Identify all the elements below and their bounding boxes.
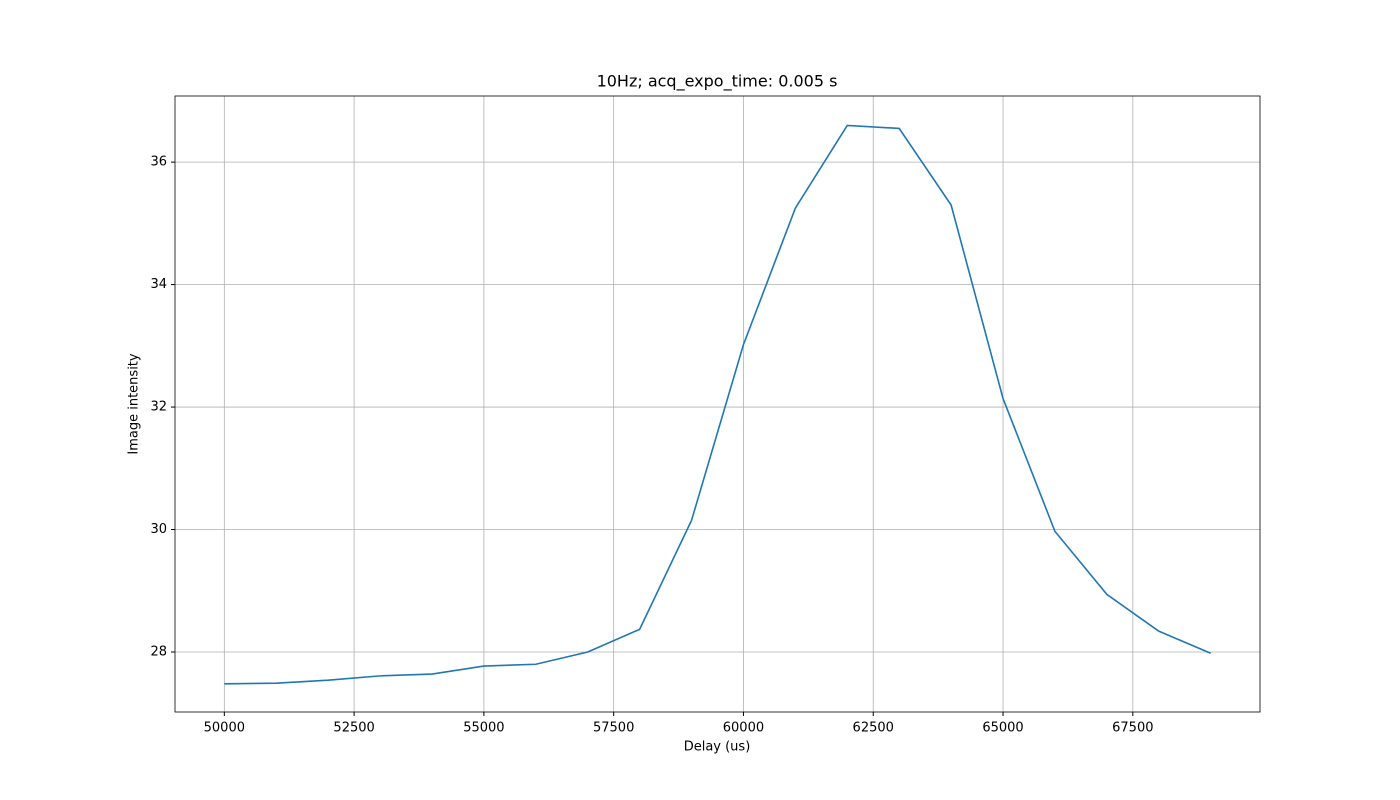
- plot-frame: [174, 95, 1261, 713]
- x-tick-label: 55000: [463, 721, 504, 736]
- x-tick-label: 52500: [333, 721, 374, 736]
- chart-title: 10Hz; acq_expo_time: 0.005 s: [597, 72, 838, 92]
- y-axis-label: Image intensity: [127, 353, 142, 455]
- x-tick-label: 62500: [853, 721, 894, 736]
- x-tick-label: 67500: [1112, 721, 1153, 736]
- x-tick-label: 60000: [723, 721, 764, 736]
- y-tick-label: 28: [150, 644, 167, 659]
- x-tick-label: 50000: [204, 721, 245, 736]
- data-line: [224, 124, 1211, 685]
- x-axis-label: Delay (us): [684, 740, 751, 755]
- x-tick-label: 65000: [982, 721, 1023, 736]
- y-tick-label: 30: [150, 522, 167, 537]
- y-tick-label: 36: [150, 155, 167, 170]
- y-tick-label: 32: [150, 400, 167, 415]
- y-tick-label: 34: [150, 277, 167, 292]
- x-tick-label: 57500: [593, 721, 634, 736]
